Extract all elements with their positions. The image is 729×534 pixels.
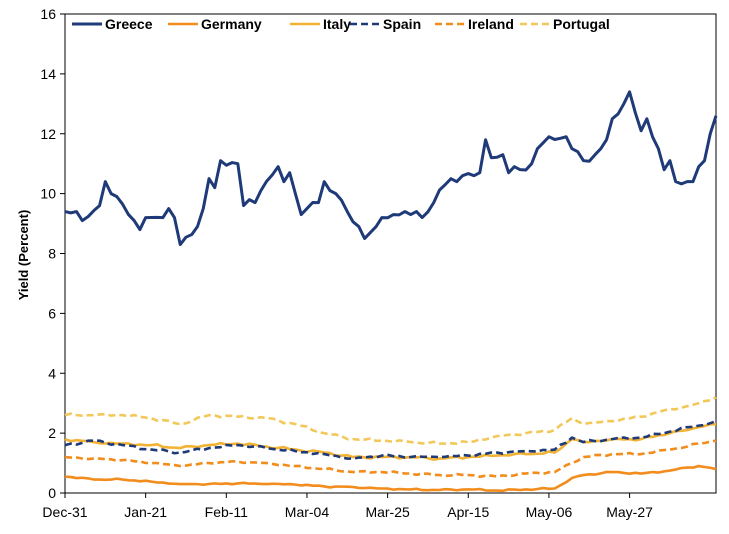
y-tick-label: 16	[40, 6, 56, 22]
x-tick-label: Mar-04	[285, 504, 330, 520]
y-axis-label: Yield (Percent)	[16, 210, 31, 301]
y-tick-label: 14	[40, 66, 56, 82]
axes-layer: 0 2 4 6 8 10 12 14 16 Dec-31 Jan-21 Feb-11 Mar-04 Mar…	[40, 6, 717, 520]
legend-label-portugal: Portugal	[553, 16, 610, 32]
y-tick-label: 2	[48, 425, 56, 441]
x-tick-label: May-06	[526, 504, 573, 520]
x-tick-label: Mar-25	[365, 504, 410, 520]
legend-label-spain: Spain	[383, 16, 421, 32]
x-tick-label: Apr-15	[447, 504, 489, 520]
series-line-spain	[64, 419, 717, 460]
series-line-greece	[64, 90, 718, 247]
x-tick-label: Feb-11	[205, 504, 249, 520]
legend-label-italy: Italy	[323, 16, 351, 32]
legend-label-greece: Greece	[105, 16, 153, 32]
series-line-portugal	[64, 396, 717, 445]
x-tick-label: Jan-21	[124, 504, 167, 520]
y-tick-label: 4	[48, 365, 56, 381]
x-tick-label: Dec-31	[42, 504, 87, 520]
y-tick-label: 6	[48, 305, 56, 321]
y-tick-label: 10	[40, 186, 56, 202]
legend-label-germany: Germany	[201, 16, 262, 32]
legend: Greece Germany Italy Spain Ireland Portugal	[72, 16, 610, 32]
y-tick-label: 12	[40, 126, 56, 142]
series-line-germany	[64, 464, 717, 493]
x-tick-label: May-27	[606, 504, 653, 520]
series-line-ireland	[64, 439, 717, 479]
legend-label-ireland: Ireland	[468, 16, 514, 32]
y-tick-label: 0	[48, 485, 56, 501]
series-layer	[64, 90, 718, 493]
y-tick-label: 8	[48, 246, 56, 262]
